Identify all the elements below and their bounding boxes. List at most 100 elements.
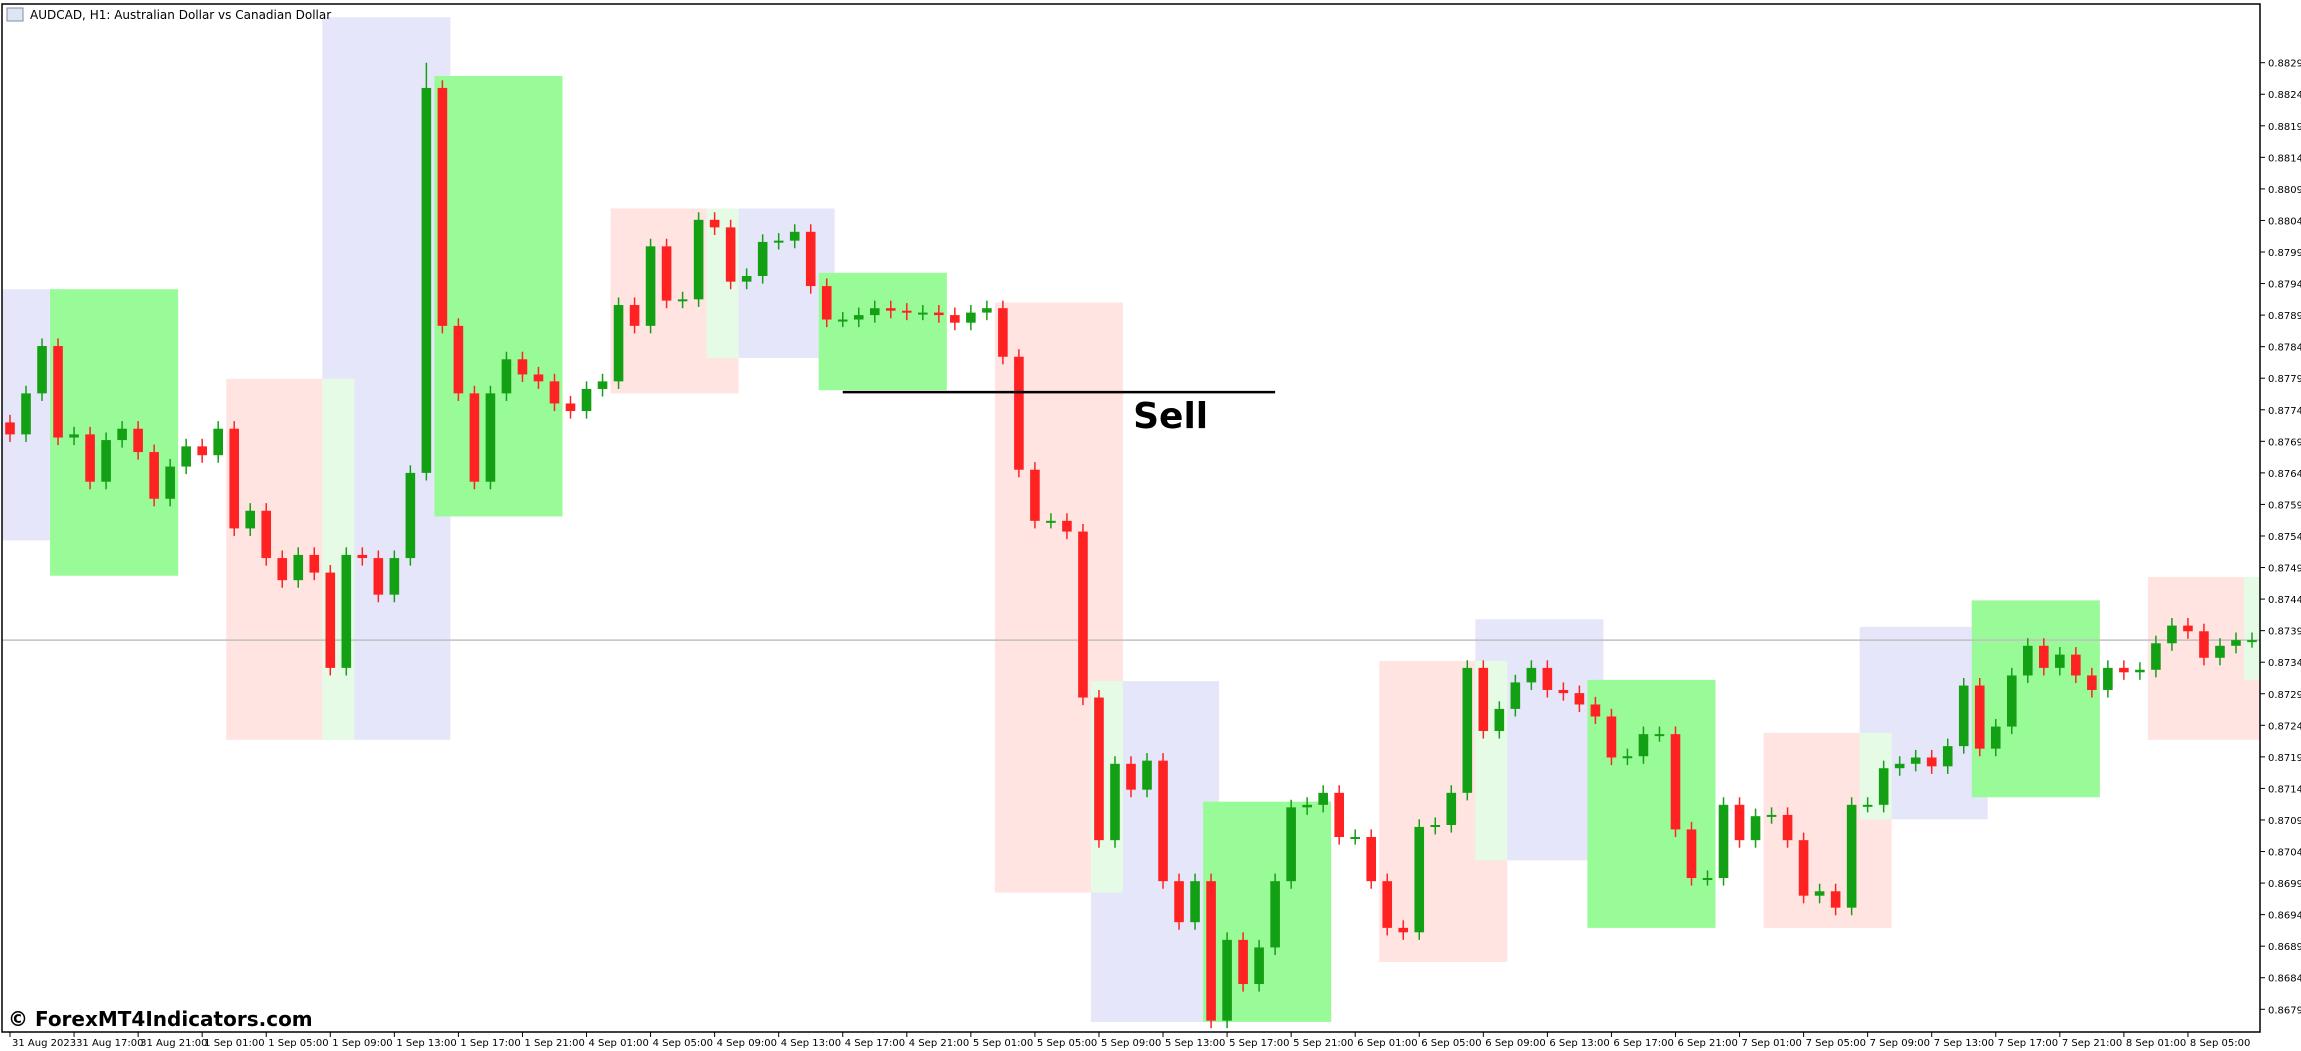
candle-body — [1206, 881, 1216, 1021]
candle-body — [309, 554, 320, 573]
candle-body — [869, 308, 880, 316]
candle-body — [2231, 640, 2241, 646]
candle-body — [261, 510, 272, 559]
x-tick-label: 31 Aug 2023 — [12, 1038, 76, 1049]
candle-body — [1926, 757, 1937, 767]
candle-body — [1910, 757, 1921, 764]
candle-body — [821, 286, 832, 320]
candle-body — [1382, 881, 1393, 928]
candle-body — [1238, 939, 1248, 985]
candle-body — [1718, 804, 1729, 879]
candle-body — [1286, 807, 1296, 882]
candle-body — [117, 428, 127, 441]
candle-body — [213, 428, 223, 456]
candle-body — [725, 227, 736, 282]
candle-body — [1302, 804, 1312, 808]
x-tick-label: 4 Sep 01:00 — [589, 1038, 649, 1049]
watermark: © ForexMT4Indicators.com — [8, 1007, 313, 1031]
candle-body — [1350, 837, 1361, 840]
candle-body — [2215, 645, 2225, 658]
candle-body — [677, 299, 688, 302]
candle-body — [1014, 356, 1024, 470]
candle-body — [1846, 804, 1857, 908]
candle-body — [2119, 667, 2129, 673]
candle-body — [1126, 763, 1136, 790]
candle-body — [1590, 704, 1601, 717]
candle-body — [469, 393, 480, 482]
candle-body — [1398, 927, 1409, 933]
candle-body — [581, 388, 592, 412]
candle-body — [1318, 792, 1328, 805]
candle-body — [709, 219, 720, 228]
candle-body — [1334, 792, 1344, 838]
candle-body — [389, 558, 400, 595]
candle-body — [693, 219, 704, 300]
candle-body — [1062, 520, 1072, 532]
x-tick-label: 4 Sep 17:00 — [845, 1038, 905, 1049]
x-tick-label: 6 Sep 13:00 — [1549, 1038, 1609, 1049]
candle-body — [1174, 881, 1184, 923]
candle-body — [565, 403, 576, 412]
candle-body — [1526, 667, 1537, 683]
x-tick-label: 5 Sep 05:00 — [1037, 1038, 1097, 1049]
x-tick-label: 7 Sep 13:00 — [1934, 1038, 1994, 1049]
candle-body — [1542, 667, 1553, 690]
x-tick-label: 5 Sep 21:00 — [1293, 1038, 1353, 1049]
candle-body — [998, 308, 1008, 357]
candle-body — [1558, 689, 1569, 694]
candle-body — [1142, 760, 1152, 790]
x-tick-label: 31 Aug 17:00 — [76, 1038, 143, 1049]
candle-body — [357, 554, 368, 559]
candle-body — [1622, 756, 1633, 759]
x-tick-label: 6 Sep 09:00 — [1485, 1038, 1545, 1049]
signal-zone — [226, 378, 323, 740]
candle-body — [405, 472, 416, 559]
candle-body — [789, 231, 800, 241]
candle-body — [1430, 825, 1441, 828]
candle-body — [741, 275, 752, 282]
candle-body — [1798, 840, 1809, 896]
candle-body — [2006, 675, 2017, 727]
candle-body — [501, 359, 512, 394]
x-tick-label: 6 Sep 01:00 — [1357, 1038, 1417, 1049]
candle-body — [21, 393, 31, 435]
candle-body — [885, 308, 896, 311]
candles: Sell — [2, 62, 2260, 1029]
x-tick-label: 6 Sep 17:00 — [1613, 1038, 1673, 1049]
candle-body — [1702, 878, 1713, 881]
candle-body — [982, 308, 992, 313]
candle-body — [1414, 826, 1425, 933]
candle-body — [853, 315, 864, 320]
candle-body — [645, 246, 656, 326]
candle-body — [837, 319, 848, 322]
candle-body — [133, 428, 143, 453]
x-tick-label: 4 Sep 09:00 — [717, 1038, 777, 1049]
candle-body — [2167, 625, 2177, 644]
candle-body — [245, 510, 256, 529]
x-tick-label: 31 Aug 21:00 — [140, 1038, 207, 1049]
candle-body — [1878, 768, 1889, 805]
candle-body — [2071, 654, 2081, 676]
candle-body — [597, 381, 608, 389]
x-tick-label: 6 Sep 05:00 — [1421, 1038, 1481, 1049]
x-tick-label: 1 Sep 13:00 — [396, 1038, 456, 1049]
candle-body — [37, 346, 47, 394]
candle-body — [1862, 804, 1873, 807]
candle-body — [1686, 829, 1697, 879]
candle-body — [1974, 685, 1985, 749]
x-tick-label: 5 Sep 09:00 — [1101, 1038, 1161, 1049]
candle-body — [2151, 643, 2161, 670]
candle-body — [5, 422, 15, 435]
candle-body — [1510, 682, 1521, 709]
